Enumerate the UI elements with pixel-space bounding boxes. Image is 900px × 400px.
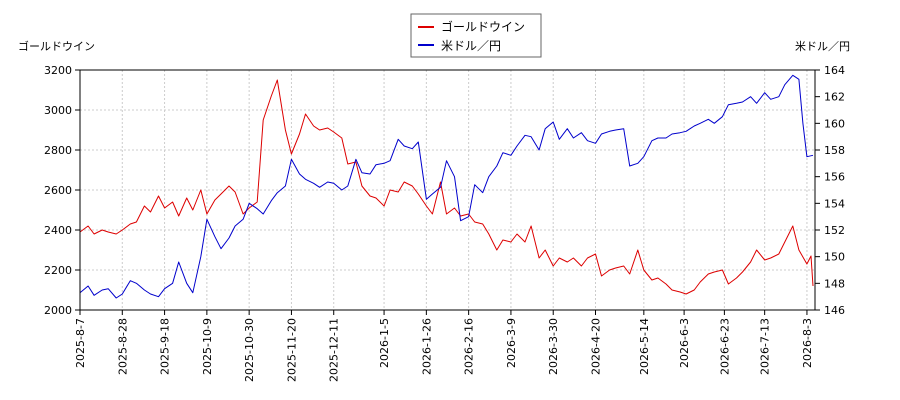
series-line-gold (79, 79, 814, 295)
x-tick-label: 2026-5-14 (638, 318, 651, 375)
x-tick-label: 2025-12-11 (328, 318, 341, 382)
right-tick-label: 164 (824, 64, 845, 77)
right-tick-label: 146 (824, 304, 845, 317)
left-axis-title: ゴールドウイン (18, 39, 95, 53)
right-tick-label: 154 (824, 197, 845, 210)
x-tick-label: 2026-4-20 (590, 318, 603, 375)
x-tick-label: 2026-3-9 (505, 318, 518, 368)
left-tick-label: 2800 (44, 144, 72, 157)
x-tick-label: 2026-6-3 (678, 318, 691, 368)
x-tick-label: 2025-8-28 (116, 318, 129, 375)
x-tick-label: 2025-10-30 (243, 318, 256, 382)
x-tick-label: 2025-11-20 (285, 318, 298, 382)
x-tick-label: 2026-8-3 (801, 318, 814, 368)
legend-label-usdjpy: 米ドル／円 (441, 39, 501, 53)
right-tick-label: 162 (824, 91, 845, 104)
x-tick-label: 2026-1-26 (420, 318, 433, 375)
grid-layer (79, 69, 815, 311)
series-layer (79, 74, 814, 299)
right-tick-label: 158 (824, 144, 845, 157)
right-tick-label: 150 (824, 251, 845, 264)
x-tick-label: 2025-10-9 (201, 318, 214, 375)
x-axis: 2025-8-7 2025-8-28 2025-9-18 2025-10-9 2025-… (74, 310, 814, 382)
right-tick-label: 152 (824, 224, 845, 237)
right-tick-label: 156 (824, 171, 845, 184)
x-tick-label: 2026-2-16 (463, 318, 476, 375)
left-tick-label: 2600 (44, 184, 72, 197)
legend: ゴールドウイン 米ドル／円 (410, 13, 542, 58)
left-tick-label: 2000 (44, 304, 72, 317)
x-tick-label: 2025-8-7 (74, 318, 87, 368)
right-tick-label: 148 (824, 277, 845, 290)
x-tick-label: 2025-9-18 (159, 318, 172, 375)
x-tick-label: 2026-6-23 (718, 318, 731, 375)
legend-box (410, 13, 542, 58)
left-axis: 2000 2200 2400 2600 2800 3000 3200 (44, 64, 80, 317)
right-axis-title: 米ドル／円 (795, 40, 850, 53)
right-tick-label: 160 (824, 117, 845, 130)
x-tick-label: 2026-3-30 (547, 318, 560, 375)
left-tick-label: 2400 (44, 224, 72, 237)
legend-label-gold: ゴールドウイン (441, 19, 525, 34)
series-line-usdjpy (79, 74, 814, 299)
x-tick-label: 2026-1-5 (378, 318, 391, 368)
right-axis: 146 148 150 152 154 156 158 160 162 164 (815, 64, 845, 317)
left-tick-label: 3200 (44, 64, 72, 77)
x-tick-label: 2026-7-13 (759, 318, 772, 375)
left-tick-label: 3000 (44, 104, 72, 117)
left-tick-label: 2200 (44, 264, 72, 277)
